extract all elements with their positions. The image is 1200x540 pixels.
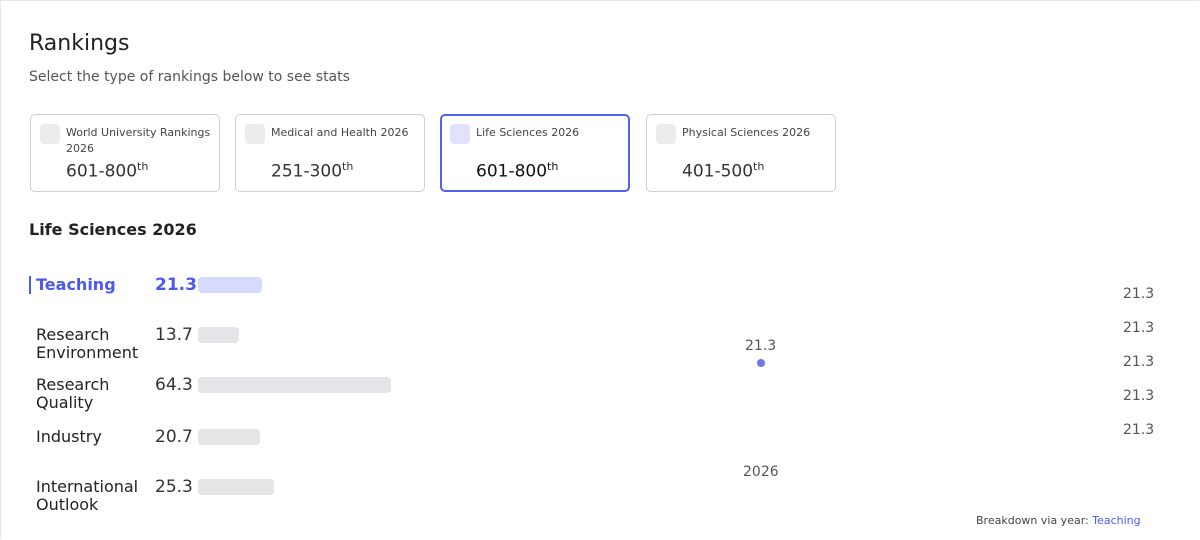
rank-value: 601-800 xyxy=(476,161,548,182)
ranking-card[interactable]: World University Rankings 2026 601-800th xyxy=(30,114,220,192)
rank-suffix: th xyxy=(753,160,765,173)
metric-value: 64.3 xyxy=(155,375,193,395)
y-tick-label: 21.3 xyxy=(1123,422,1155,438)
y-tick-label: 21.3 xyxy=(1123,354,1155,370)
metric-name: Research Quality xyxy=(36,375,110,412)
rank-value: 251-300 xyxy=(271,161,343,182)
metric-name: Research Environment xyxy=(36,325,139,362)
card-rank: 601-800th xyxy=(66,160,148,182)
metric-name: Teaching xyxy=(36,275,116,294)
ranking-card[interactable]: Life Sciences 2026 601-800th xyxy=(440,114,630,192)
metric-bar xyxy=(198,377,391,393)
y-tick-label: 21.3 xyxy=(1123,388,1155,404)
card-label: Physical Sciences 2026 xyxy=(682,126,811,139)
x-label: 2026 xyxy=(743,464,779,480)
rank-suffix: th xyxy=(137,160,149,173)
ranking-card[interactable]: Physical Sciences 2026 401-500th xyxy=(646,114,836,192)
metric-bar xyxy=(198,327,240,343)
data-point xyxy=(757,359,765,367)
footer: Breakdown via year: Teaching xyxy=(976,514,1141,527)
footer-label: Breakdown via year: xyxy=(976,514,1089,527)
metric-value: 13.7 xyxy=(155,325,193,345)
point-label: 21.3 xyxy=(745,338,777,354)
card-rank: 251-300th xyxy=(271,160,353,182)
metric-name: Industry xyxy=(36,427,102,446)
ranking-card[interactable]: Medical and Health 2026 251-300th xyxy=(235,114,425,192)
card-icon xyxy=(450,124,470,144)
card-rank: 601-800th xyxy=(476,160,558,182)
rank-value: 401-500 xyxy=(682,161,754,182)
card-icon xyxy=(40,124,60,144)
card-label: Life Sciences 2026 xyxy=(476,126,580,139)
card-label: Medical and Health 2026 xyxy=(271,126,409,139)
subtitle: Select the type of rankings below to see… xyxy=(29,69,350,85)
active-marker xyxy=(29,276,31,294)
section-title: Life Sciences 2026 xyxy=(29,220,197,239)
metric-value: 20.7 xyxy=(155,427,193,447)
metric-bar xyxy=(198,429,261,445)
rank-suffix: th xyxy=(342,160,354,173)
metric-value: 25.3 xyxy=(155,477,193,497)
card-icon xyxy=(656,124,676,144)
title: Rankings xyxy=(29,31,130,56)
footer-link[interactable]: Teaching xyxy=(1092,514,1141,527)
metric-name: International Outlook xyxy=(36,477,139,514)
metric-bar xyxy=(198,479,274,495)
card-label: World University Rankings 2026 xyxy=(66,126,211,155)
y-tick-label: 21.3 xyxy=(1123,320,1155,336)
rank-value: 601-800 xyxy=(66,161,138,182)
card-rank: 401-500th xyxy=(682,160,764,182)
y-tick-label: 21.3 xyxy=(1123,286,1155,302)
metric-bar xyxy=(198,277,262,293)
card-icon xyxy=(245,124,265,144)
metric-value: 21.3 xyxy=(155,275,197,295)
rank-suffix: th xyxy=(547,160,559,173)
